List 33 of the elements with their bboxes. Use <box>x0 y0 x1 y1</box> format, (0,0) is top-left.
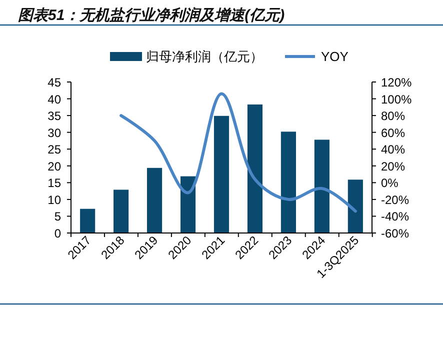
bar <box>214 116 230 233</box>
bar <box>247 104 263 233</box>
y2-tick-label: 20% <box>381 159 406 174</box>
y-tick-label: 35 <box>48 109 62 124</box>
legend-label: 归母净利润（亿元） <box>146 49 263 64</box>
y-tick-label: 45 <box>48 76 62 90</box>
y-tick-label: 5 <box>54 210 62 224</box>
bar <box>314 140 330 233</box>
y2-tick-label: 120% <box>381 76 412 90</box>
y-tick-label: 15 <box>48 176 62 190</box>
bar <box>348 180 363 233</box>
y-tick-label: 40 <box>48 92 62 106</box>
legend-label: YOY <box>321 49 349 64</box>
y-tick-label: 0 <box>54 226 62 240</box>
y2-tick-label: -60% <box>381 226 410 240</box>
y2-tick-label: 40% <box>381 142 406 157</box>
chart-title: 图表51：无机盐行业净利润及增速(亿元) <box>18 6 285 24</box>
bar <box>180 176 196 233</box>
y-tick-label: 20 <box>48 159 62 174</box>
y-tick-label: 25 <box>48 142 62 157</box>
y2-tick-label: 60% <box>381 126 406 140</box>
bar <box>147 168 162 233</box>
line-series <box>120 92 357 213</box>
y2-tick-label: -20% <box>381 192 410 207</box>
y-tick-label: 10 <box>48 192 62 207</box>
y2-tick-label: 0% <box>381 176 399 190</box>
y2-tick-label: -40% <box>381 210 410 224</box>
y2-tick-label: 80% <box>381 109 406 124</box>
bar <box>80 208 96 233</box>
bar <box>114 190 129 233</box>
y2-tick-label: 100% <box>381 92 412 106</box>
bar <box>280 132 296 233</box>
y-tick-label: 30 <box>48 126 62 140</box>
